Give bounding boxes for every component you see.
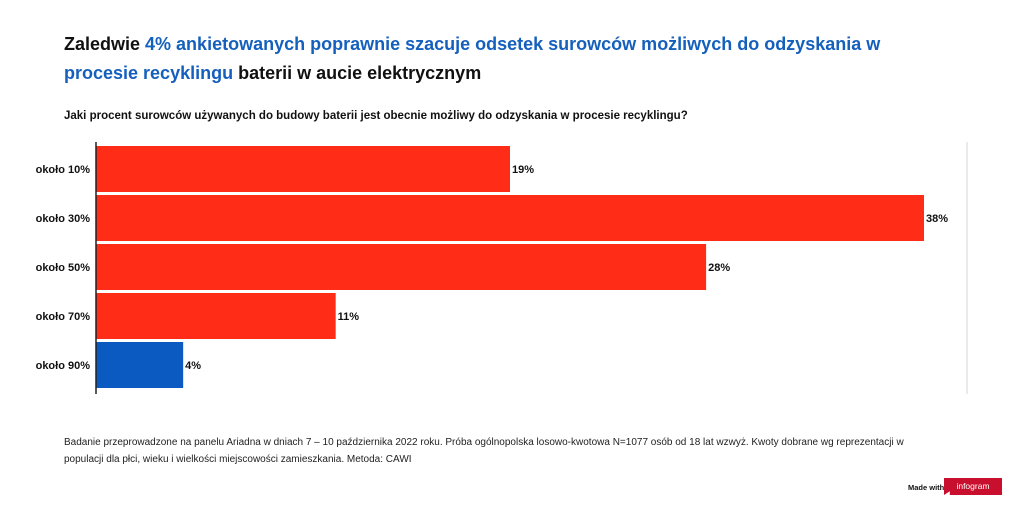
data-label: 4% xyxy=(185,360,201,372)
bar[interactable] xyxy=(96,244,707,290)
headline-text-1: Zaledwie xyxy=(64,34,146,54)
bar[interactable] xyxy=(96,293,336,339)
bar[interactable] xyxy=(96,146,510,192)
category-label: około 90% xyxy=(36,360,91,372)
chart-question: Jaki procent surowców używanych do budow… xyxy=(64,110,688,122)
headline-text-2: baterii w aucie elektrycznym xyxy=(233,63,482,83)
data-label: 19% xyxy=(512,164,534,176)
infogram-logo[interactable]: infogram xyxy=(944,478,1002,495)
category-label: około 50% xyxy=(36,262,91,274)
category-label: około 10% xyxy=(36,164,91,176)
footnote: Badanie przeprowadzone na panelu Ariadna… xyxy=(64,437,904,465)
data-label: 38% xyxy=(926,213,948,225)
bar-chart: około 10% 19% około 30% 38% około 50% 28% okoł… xyxy=(36,142,968,394)
category-label: około 30% xyxy=(36,213,91,225)
chart-headline: Zaledwie 4% ankietowanych poprawnie szac… xyxy=(64,30,924,88)
headline-highlight: 4% ankietowanych poprawnie szacuje odset… xyxy=(64,34,881,83)
category-label: około 70% xyxy=(36,311,91,323)
made-with-label: Made with xyxy=(908,483,945,492)
bar[interactable] xyxy=(96,195,924,241)
bar[interactable] xyxy=(96,342,184,388)
data-label: 28% xyxy=(708,262,730,274)
data-label: 11% xyxy=(338,311,360,323)
